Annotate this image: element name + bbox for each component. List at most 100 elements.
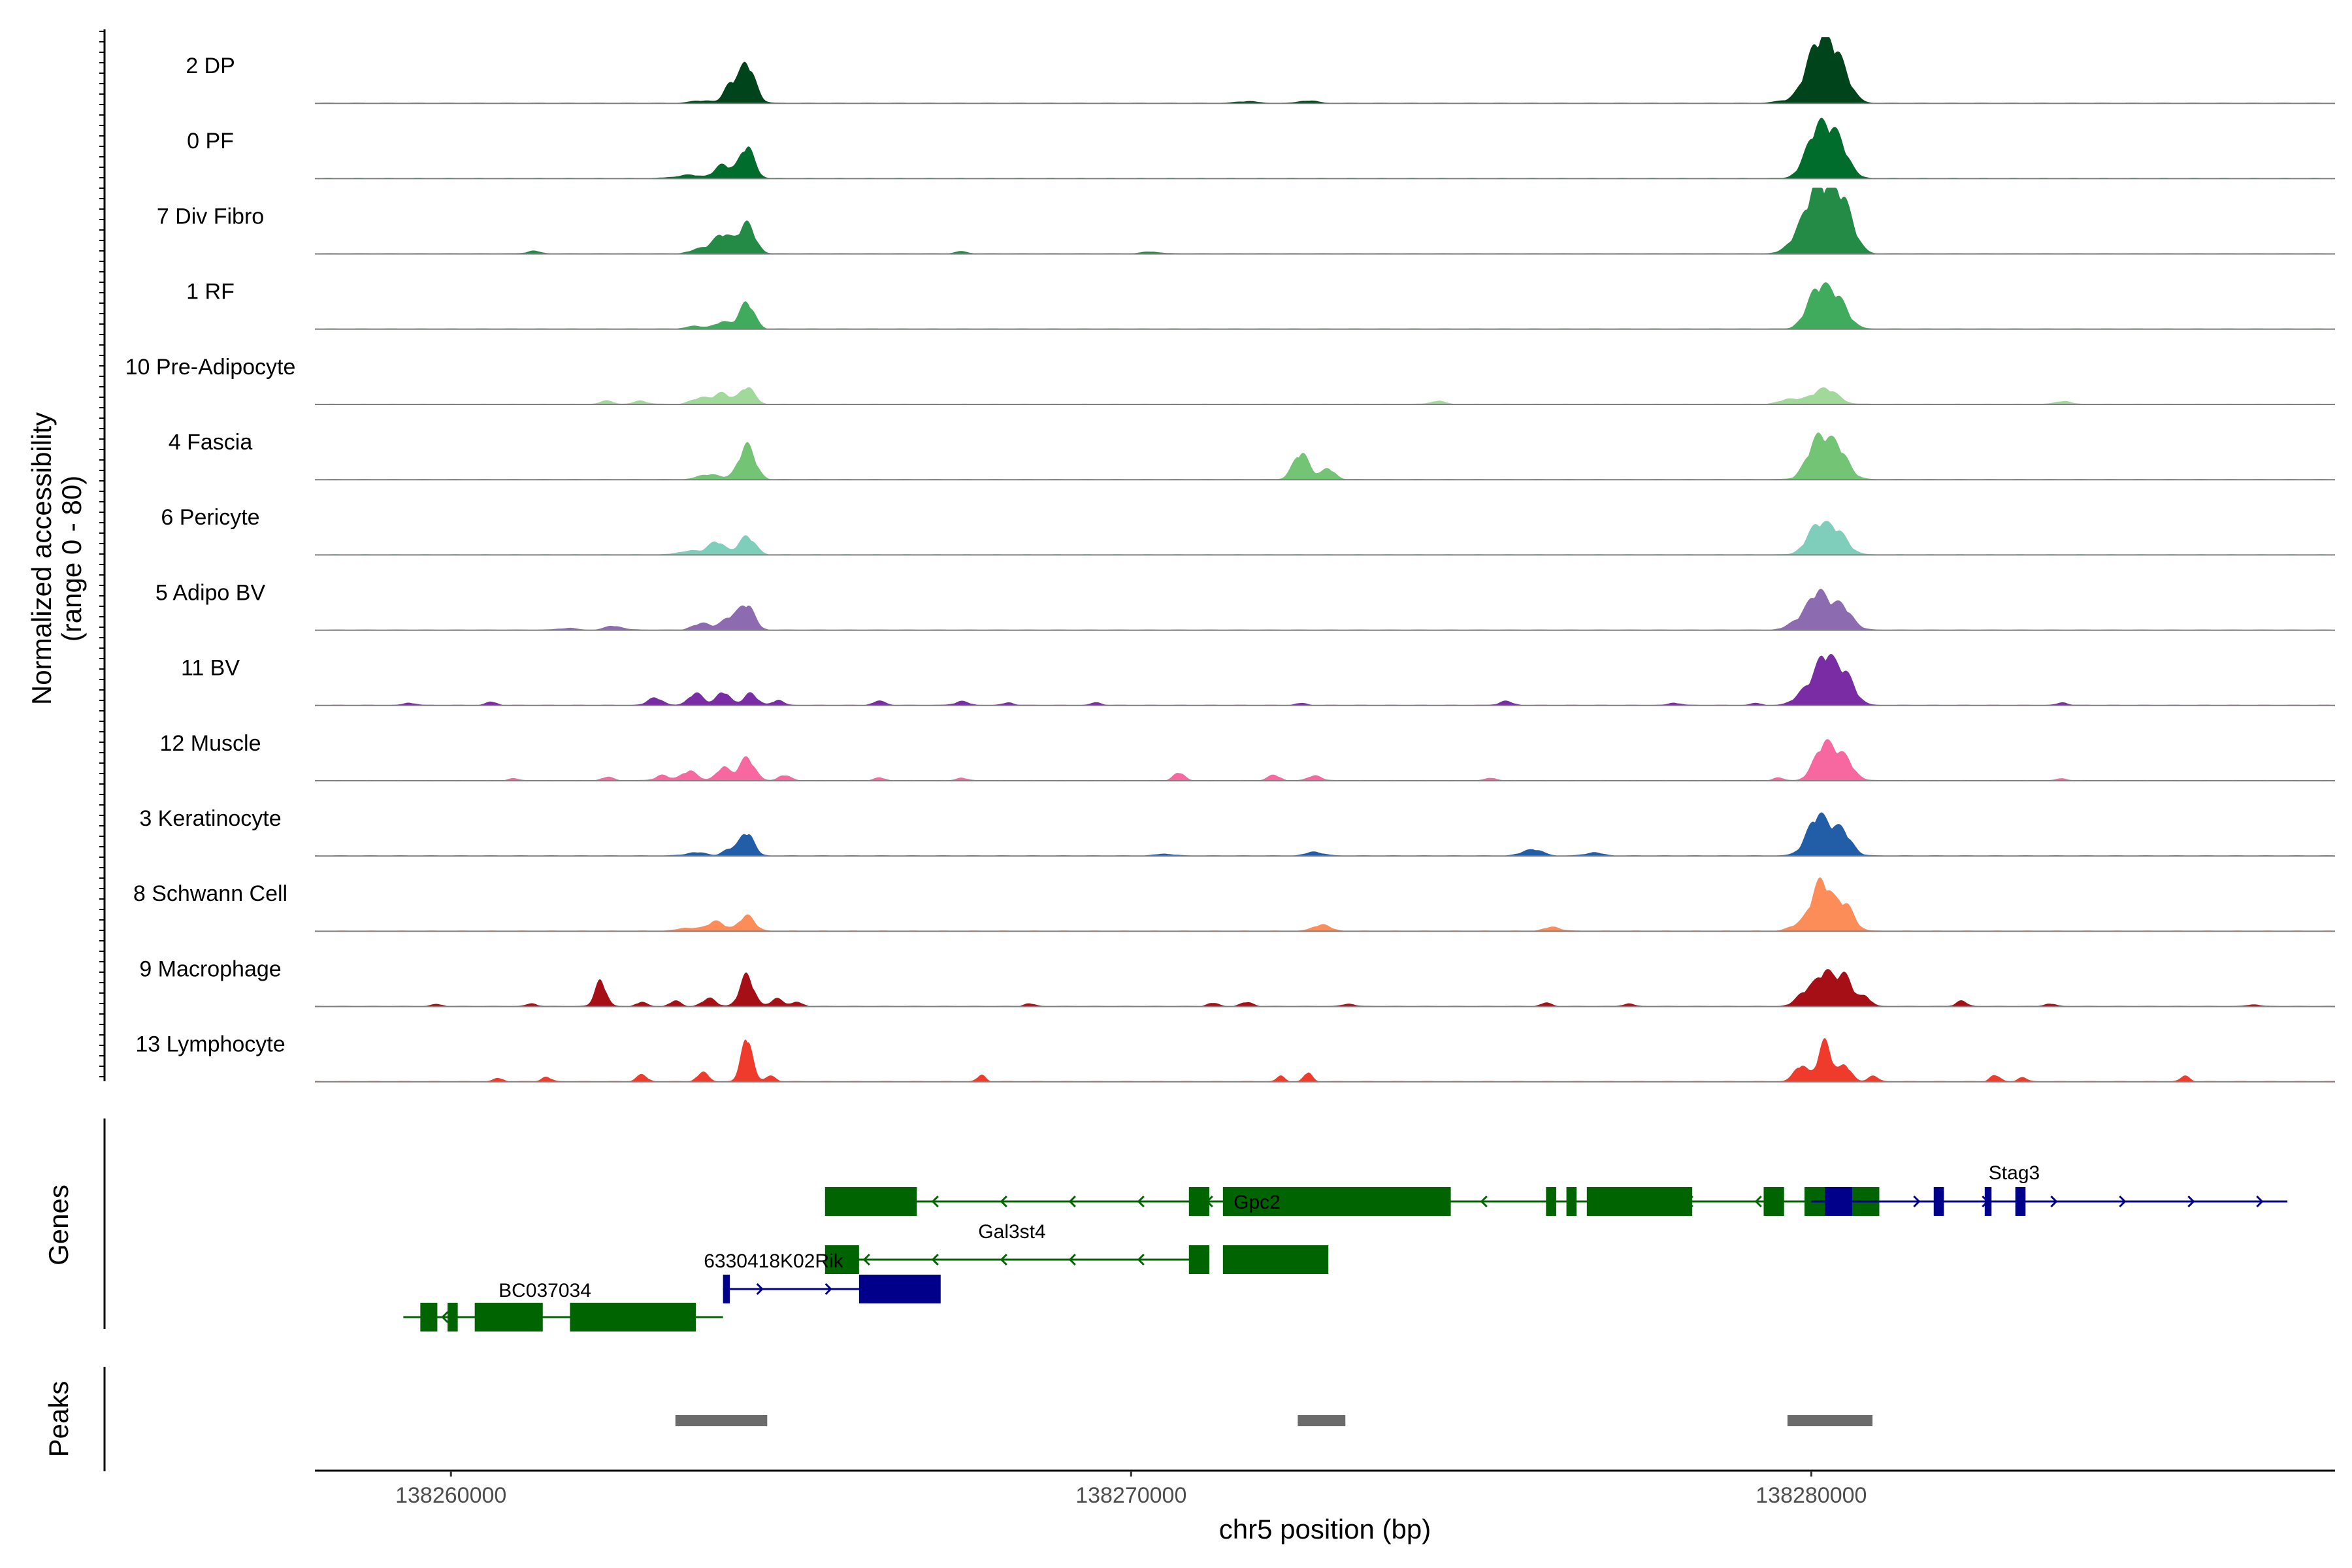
gene-exon xyxy=(1933,1187,1944,1216)
track-1-rf: 1 RF xyxy=(186,280,2335,330)
genes-panel-label: Genes xyxy=(43,1184,74,1266)
gene-label: BC037034 xyxy=(498,1280,591,1301)
gene-exon xyxy=(825,1187,917,1216)
track-label: 6 Pericyte xyxy=(161,505,259,530)
track-label: 8 Schwann Cell xyxy=(133,881,287,906)
track-label: 5 Adipo BV xyxy=(155,580,266,605)
track-label: 10 Pre-Adipocyte xyxy=(125,355,296,380)
gene-exon xyxy=(1566,1187,1577,1216)
track-label: 0 PF xyxy=(187,129,234,154)
tracks-group: 2 DP 0 PF 7 Div Fibro 1 RF 10 Pre-Adipocyte 4… xyxy=(125,37,2335,1083)
gene-exon xyxy=(1546,1187,1556,1216)
track-8-schwann-cell: 8 Schwann Cell xyxy=(133,877,2335,932)
strand-arrow-icon xyxy=(756,1282,764,1296)
x-tick-label: 138270000 xyxy=(1075,1483,1186,1508)
gene-label: Gpc2 xyxy=(1233,1192,1281,1213)
gene-label: 6330418K02Rik xyxy=(704,1250,844,1272)
track-7-div-fibro: 7 Div Fibro xyxy=(157,188,2335,255)
track-label: 2 DP xyxy=(186,54,235,78)
track-13-lymphocyte: 13 Lymphocyte xyxy=(135,1032,2335,1083)
gene-gal3st4: Gal3st4 xyxy=(825,1221,1329,1274)
gene-exon xyxy=(1222,1187,1451,1216)
strand-arrow-icon xyxy=(825,1282,832,1296)
track-label: 4 Fascia xyxy=(169,430,253,455)
track-3-keratinocyte: 3 Keratinocyte xyxy=(139,806,2335,857)
y-axis-title-line2: (range 0 - 80) xyxy=(56,476,87,642)
gene-exon xyxy=(474,1303,543,1331)
track-11-bv: 11 BV xyxy=(181,654,2335,706)
genes-group: Gpc2 Gal3st4 Stag3 6330418K02Rik BC037034 xyxy=(403,1162,2288,1331)
track-label: 11 BV xyxy=(181,656,240,681)
track-5-adipo-bv: 5 Adipo BV xyxy=(155,580,2335,631)
coverage-area xyxy=(315,589,2335,630)
track-label: 13 Lymphocyte xyxy=(135,1032,285,1057)
strand-arrow-icon xyxy=(2256,1195,2264,1208)
strand-arrow-icon xyxy=(1913,1195,1921,1208)
peaks-group xyxy=(675,1415,1873,1426)
gene-exon xyxy=(1188,1245,1210,1274)
peak-region-bar xyxy=(1298,1415,1346,1426)
gene-exon xyxy=(825,1245,859,1274)
x-axis-title: chr5 position (bp) xyxy=(1219,1514,1431,1544)
coverage-area xyxy=(315,1038,2335,1082)
coverage-area xyxy=(315,188,2335,254)
gene-exon xyxy=(1825,1187,1852,1216)
gene-gpc2: Gpc2 xyxy=(825,1187,1880,1216)
coverage-area xyxy=(315,37,2335,104)
peak-region-bar xyxy=(675,1415,768,1426)
gene-stag3: Stag3 xyxy=(1811,1162,2288,1216)
coverage-area xyxy=(315,877,2335,932)
y-axis-title-line1: Normalized accessibility xyxy=(26,412,57,705)
strand-arrow-icon xyxy=(1137,1253,1145,1266)
track-6-pericyte: 6 Pericyte xyxy=(161,505,2335,556)
strand-arrow-icon xyxy=(931,1195,939,1208)
strand-arrow-icon xyxy=(2050,1195,2058,1208)
strand-arrow-icon xyxy=(1754,1195,1762,1208)
coverage-area xyxy=(315,118,2335,179)
coverage-area xyxy=(315,521,2335,555)
track-label: 9 Macrophage xyxy=(139,956,281,981)
strand-arrow-icon xyxy=(1480,1195,1488,1208)
track-label: 7 Div Fibro xyxy=(157,204,264,229)
gene-exon xyxy=(2015,1187,2026,1216)
axes-group: Normalized accessibility (range 0 - 80) … xyxy=(26,29,2335,1544)
gene-6330418k02rik: 6330418K02Rik xyxy=(704,1250,941,1303)
gene-exon xyxy=(1586,1187,1693,1216)
strand-arrow-icon xyxy=(2187,1195,2195,1208)
strand-arrow-icon xyxy=(441,1311,449,1324)
strand-arrow-icon xyxy=(862,1253,870,1266)
strand-arrow-icon xyxy=(1000,1195,1007,1208)
track-9-macrophage: 9 Macrophage xyxy=(139,956,2335,1007)
coverage-area xyxy=(315,282,2335,329)
gene-label: Gal3st4 xyxy=(978,1221,1045,1243)
track-label: 12 Muscle xyxy=(160,731,261,756)
gene-label: Stag3 xyxy=(1989,1162,2040,1184)
track-2-dp: 2 DP xyxy=(186,37,2335,105)
gene-exon xyxy=(1222,1245,1329,1274)
coverage-area xyxy=(315,433,2335,480)
x-tick-label: 138260000 xyxy=(395,1483,506,1508)
track-label: 1 RF xyxy=(186,280,235,304)
track-4-fascia: 4 Fascia xyxy=(169,430,2335,481)
coverage-area xyxy=(315,387,2335,404)
coverage-area xyxy=(315,969,2335,1007)
track-label: 3 Keratinocyte xyxy=(139,806,281,831)
strand-arrow-icon xyxy=(1000,1253,1007,1266)
track-12-muscle: 12 Muscle xyxy=(160,731,2335,781)
coverage-area xyxy=(315,739,2335,781)
gene-exon xyxy=(420,1303,438,1331)
peaks-panel-label: Peaks xyxy=(43,1381,74,1458)
coverage-area xyxy=(315,812,2335,857)
gene-exon xyxy=(448,1303,458,1331)
gene-exon xyxy=(858,1275,941,1303)
strand-arrow-icon xyxy=(2119,1195,2127,1208)
x-tick-label: 138280000 xyxy=(1756,1483,1867,1508)
peak-region-bar xyxy=(1787,1415,1873,1426)
gene-bc037034: BC037034 xyxy=(403,1280,723,1331)
gene-exon xyxy=(1984,1187,1992,1216)
gene-exon xyxy=(723,1275,730,1303)
coverage-area xyxy=(315,654,2335,706)
gene-exon xyxy=(1188,1187,1210,1216)
strand-arrow-icon xyxy=(1068,1253,1076,1266)
